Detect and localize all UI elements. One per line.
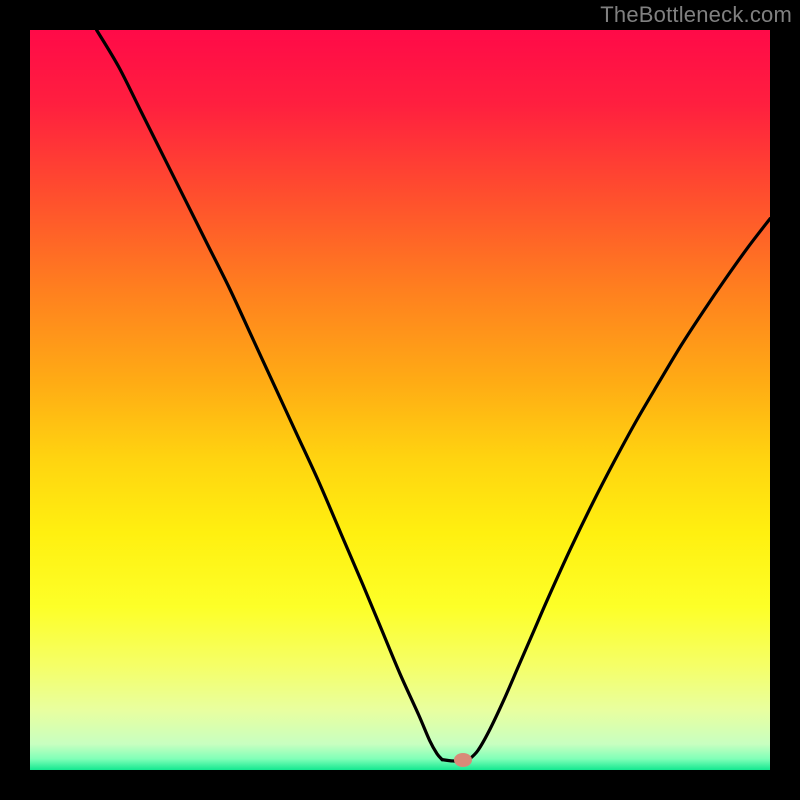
optimal-point-marker [454, 753, 472, 767]
curve-left-branch [97, 30, 443, 760]
chart-frame: TheBottleneck.com [0, 0, 800, 800]
bottleneck-curve [30, 30, 770, 770]
watermark-text: TheBottleneck.com [600, 2, 792, 28]
curve-right-branch [469, 219, 770, 760]
plot-area [30, 30, 770, 770]
